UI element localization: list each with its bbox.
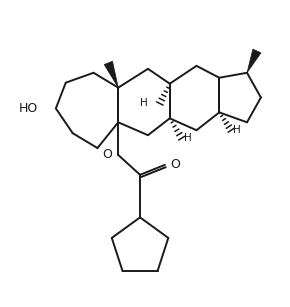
Text: HO: HO (19, 102, 39, 115)
Text: O: O (170, 158, 180, 171)
Text: O: O (102, 149, 112, 161)
Text: H: H (233, 125, 241, 135)
Text: H: H (140, 99, 148, 108)
Text: H: H (184, 133, 191, 143)
Polygon shape (247, 49, 261, 73)
Polygon shape (104, 61, 118, 87)
